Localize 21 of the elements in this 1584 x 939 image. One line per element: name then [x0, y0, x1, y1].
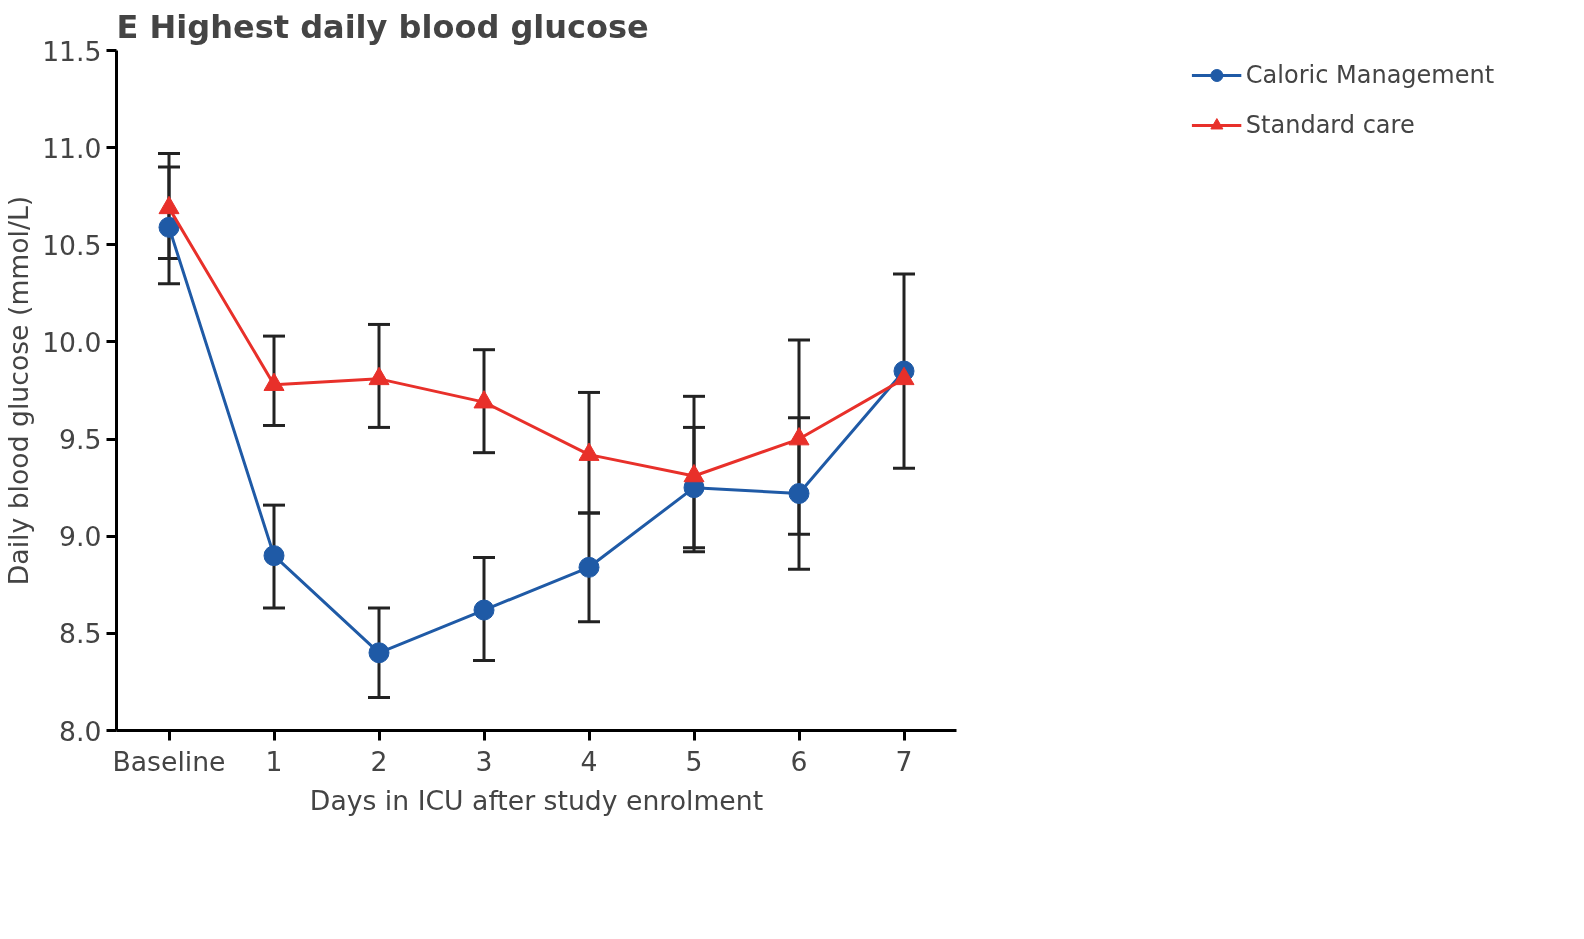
- x-tick-label: 4: [580, 745, 598, 777]
- y-tick-label: 10.0: [42, 326, 102, 358]
- x-tick-label: 1: [265, 745, 283, 777]
- y-tick-label: 10.5: [42, 229, 102, 261]
- y-tick-label: 11.0: [42, 132, 102, 164]
- x-tick-label: 6: [790, 745, 808, 777]
- x-tick-label: 3: [475, 745, 493, 777]
- x-axis-title: Days in ICU after study enrolment: [309, 784, 764, 816]
- x-tick-label: Baseline: [112, 745, 226, 777]
- x-tick-label: 7: [895, 745, 913, 777]
- y-axis-title: Daily blood glucose (mmol/L): [3, 195, 35, 586]
- legend-label: Standard care: [1245, 111, 1415, 139]
- x-tick-label: 2: [370, 745, 388, 777]
- x-tick-label: 5: [685, 745, 703, 777]
- legend-label: Caloric Management: [1245, 61, 1495, 89]
- y-tick-label: 11.5: [42, 35, 102, 67]
- y-tick-label: 8.0: [59, 715, 102, 747]
- chart-title: E Highest daily blood glucose: [116, 7, 649, 46]
- y-tick-label: 8.5: [59, 618, 102, 650]
- y-tick-label: 9.5: [59, 424, 102, 456]
- y-tick-label: 9.0: [59, 521, 102, 553]
